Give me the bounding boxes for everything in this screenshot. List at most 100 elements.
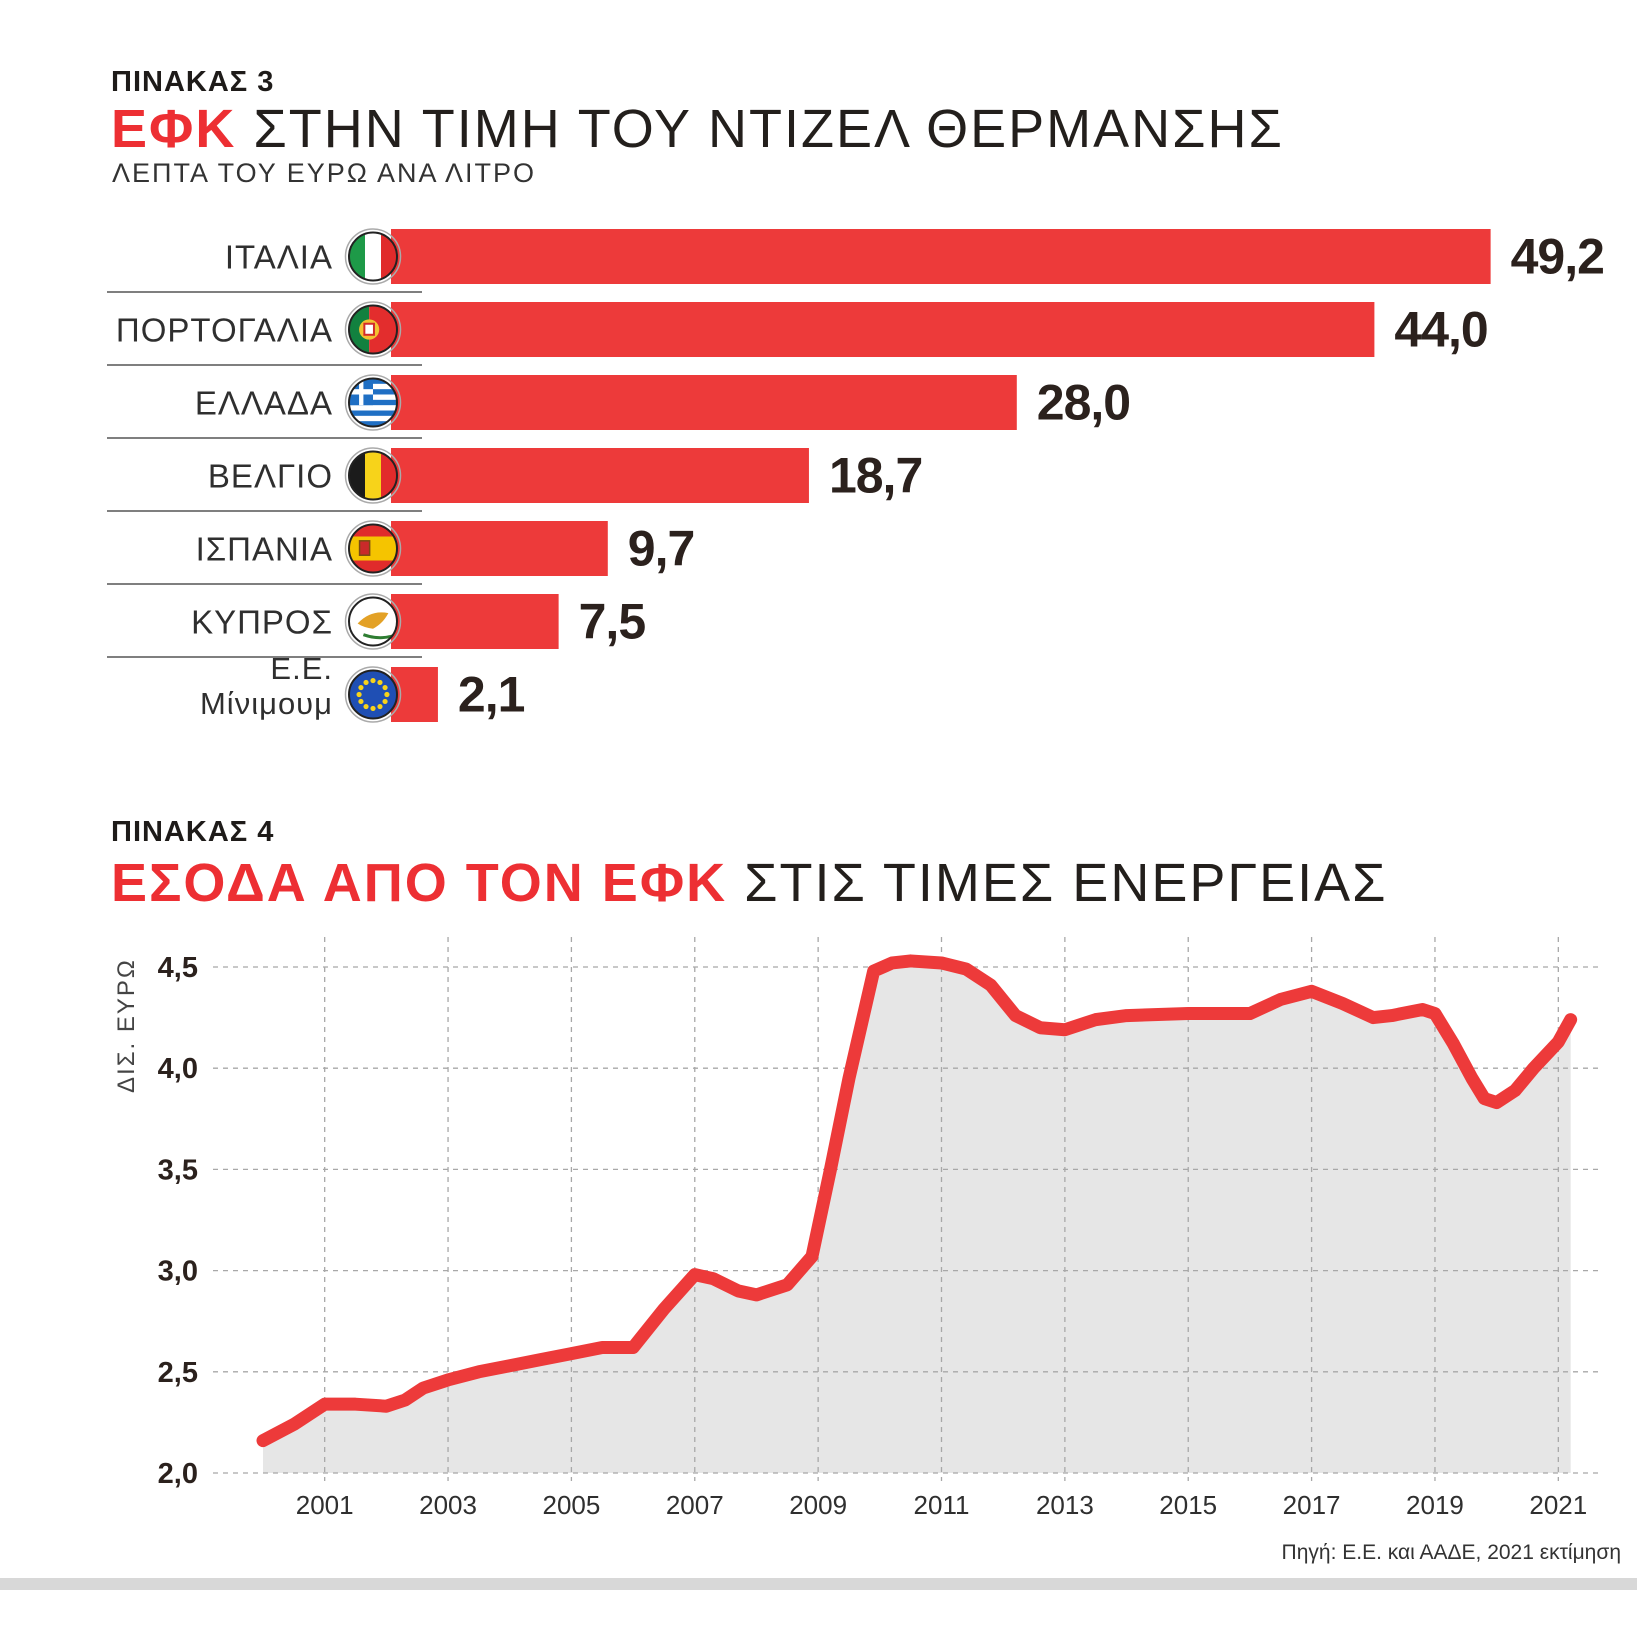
eu-star xyxy=(382,698,388,705)
bar xyxy=(391,448,809,503)
y-tick-label: 2,5 xyxy=(158,1357,198,1389)
area-fill xyxy=(263,960,1571,1473)
value-label: 44,0 xyxy=(1394,302,1487,358)
flag-cross xyxy=(349,389,373,395)
bar-row: 49,2 ΙΤΑΛΙΑ xyxy=(225,228,1605,285)
bar-row: 44,0 ΠΟΡΤΟΓΑΛΙΑ xyxy=(116,301,1489,358)
flag-stripe xyxy=(349,410,397,417)
x-tick-label: 2005 xyxy=(542,1490,600,1520)
line-chart: 2,0 2,5 3,0 3,5 4,0 4,5 2001 2003 2005 2007 2009 20… xyxy=(113,937,1603,1520)
category-label: ΙΣΠΑΝΙΑ xyxy=(196,531,333,568)
x-tick-label: 2013 xyxy=(1036,1490,1094,1520)
table4-title-highlight: ΕΣΟΔΑ ΑΠΟ ΤΟΝ ΕΦΚ xyxy=(111,853,728,913)
x-tick-label: 2001 xyxy=(296,1490,354,1520)
y-tick-label: 2,0 xyxy=(158,1458,198,1490)
flag-stripe xyxy=(365,232,381,281)
flag-ring xyxy=(344,301,402,358)
value-label: 2,1 xyxy=(458,667,525,723)
flag-emblem xyxy=(358,540,371,556)
eu-star xyxy=(356,691,362,698)
eu-star xyxy=(363,679,369,686)
eu-star xyxy=(377,679,383,686)
eu-star xyxy=(370,705,376,712)
flag-stripe xyxy=(349,421,397,427)
flag-ring xyxy=(344,374,402,431)
flag-border xyxy=(348,523,398,574)
bar-row: 9,7 ΙΣΠΑΝΙΑ xyxy=(196,520,695,577)
table3-title-rest: ΣΤΗΝ ΤΙΜΗ ΤΟΥ ΝΤΙΖΕΛ ΘΕΡΜΑΝΣΗΣ xyxy=(253,99,1284,159)
cyprus-island xyxy=(357,612,389,629)
series-line xyxy=(256,954,1578,1448)
table4-title-rest: ΣΤΙΣ ΤΙΜΕΣ ΕΝΕΡΓΕΙΑΣ xyxy=(744,853,1388,913)
category-label: ΕΛΛΑΔΑ xyxy=(195,385,333,422)
cyprus-flag-icon xyxy=(349,597,397,646)
y-tick-label: 3,0 xyxy=(158,1256,198,1288)
bar-row: 2,1 Ε.Ε.Μίνιμουμ xyxy=(200,651,526,723)
flag-stripe xyxy=(349,536,397,561)
portugal-flag-icon xyxy=(349,305,397,354)
bottom-divider xyxy=(0,1578,1637,1590)
bar-row: 7,5 ΚΥΠΡΟΣ xyxy=(191,593,646,650)
value-label: 9,7 xyxy=(628,521,695,577)
y-tick-label: 4,0 xyxy=(158,1053,198,1085)
y-tick-label: 3,5 xyxy=(158,1154,198,1186)
eu-star xyxy=(370,677,376,684)
x-tick-label: 2017 xyxy=(1283,1490,1341,1520)
x-tick-label: 2009 xyxy=(789,1490,847,1520)
x-tick-label: 2019 xyxy=(1406,1490,1464,1520)
eu-star xyxy=(384,691,390,698)
category-label: ΒΕΛΓΙΟ xyxy=(208,458,333,495)
flag-ring xyxy=(344,593,402,650)
bar-chart: 49,2 ΙΤΑΛΙΑ 44,0 ΠΟΡΤΟΓΑΛΙΑ 28,0 ΕΛΛΑΔΑ 18,7 ΒΕ… xyxy=(107,228,1605,723)
bar xyxy=(391,302,1375,357)
value-label: 18,7 xyxy=(829,448,922,504)
eu-star xyxy=(363,703,369,710)
flag-stripe xyxy=(349,415,397,422)
x-tick-label: 2003 xyxy=(419,1490,477,1520)
table4-label: ΠΙΝΑΚΑΣ 4 xyxy=(111,816,275,848)
bar xyxy=(391,521,608,576)
y-axis-title: ΔΙΣ. ΕΥΡΩ xyxy=(113,958,140,1093)
bar xyxy=(391,375,1017,430)
category-label: Μίνιμουμ xyxy=(200,686,333,721)
x-tick-label: 2021 xyxy=(1529,1490,1587,1520)
source-note: Πηγή: Ε.Ε. και ΑΑΔΕ, 2021 εκτίμηση xyxy=(1281,1541,1621,1564)
bar xyxy=(391,229,1491,284)
x-tick-label: 2015 xyxy=(1159,1490,1217,1520)
flag-ring xyxy=(344,447,402,504)
flag-border xyxy=(348,450,398,501)
flag-stripe xyxy=(349,405,397,411)
bar xyxy=(391,667,438,722)
category-label: ΙΤΑΛΙΑ xyxy=(225,239,333,276)
table3-title-highlight: ΕΦΚ xyxy=(111,99,237,159)
flag-shield xyxy=(363,322,375,336)
flag-border xyxy=(348,596,398,647)
table3-title: ΕΦΚ ΣΤΗΝ ΤΙΜΗ ΤΟΥ ΝΤΙΖΕΛ ΘΕΡΜΑΝΣΗΣ xyxy=(111,98,1284,160)
value-label: 28,0 xyxy=(1037,375,1130,431)
flag-border xyxy=(348,304,398,355)
y-tick-label: 4,5 xyxy=(158,952,198,984)
eu-star xyxy=(358,698,364,705)
x-tick-label: 2007 xyxy=(666,1490,724,1520)
value-label: 49,2 xyxy=(1511,229,1604,285)
eu-star xyxy=(377,703,383,710)
flag-border xyxy=(348,669,398,720)
flag-border xyxy=(348,231,398,282)
bar-row: 18,7 ΒΕΛΓΙΟ xyxy=(208,447,923,504)
x-tick-label: 2011 xyxy=(914,1490,970,1520)
category-label: ΚΥΠΡΟΣ xyxy=(191,604,333,641)
flag-border xyxy=(348,377,398,428)
bar-row: 28,0 ΕΛΛΑΔΑ xyxy=(195,374,1131,431)
spain-flag-icon xyxy=(349,524,397,573)
table4-title: ΕΣΟΔΑ ΑΠΟ ΤΟΝ ΕΦΚ ΣΤΙΣ ΤΙΜΕΣ ΕΝΕΡΓΕΙΑΣ xyxy=(111,852,1388,914)
eu-flag-icon xyxy=(349,670,397,719)
bar xyxy=(391,594,559,649)
table3-label: ΠΙΝΑΚΑΣ 3 xyxy=(111,66,275,98)
category-label: ΠΟΡΤΟΓΑΛΙΑ xyxy=(116,312,333,349)
flag-ring xyxy=(344,228,402,285)
flag-stripe xyxy=(365,451,381,500)
eu-star xyxy=(382,684,388,691)
category-label: Ε.Ε. xyxy=(270,651,333,686)
flag-ring xyxy=(344,520,402,577)
value-label: 7,5 xyxy=(579,594,646,650)
